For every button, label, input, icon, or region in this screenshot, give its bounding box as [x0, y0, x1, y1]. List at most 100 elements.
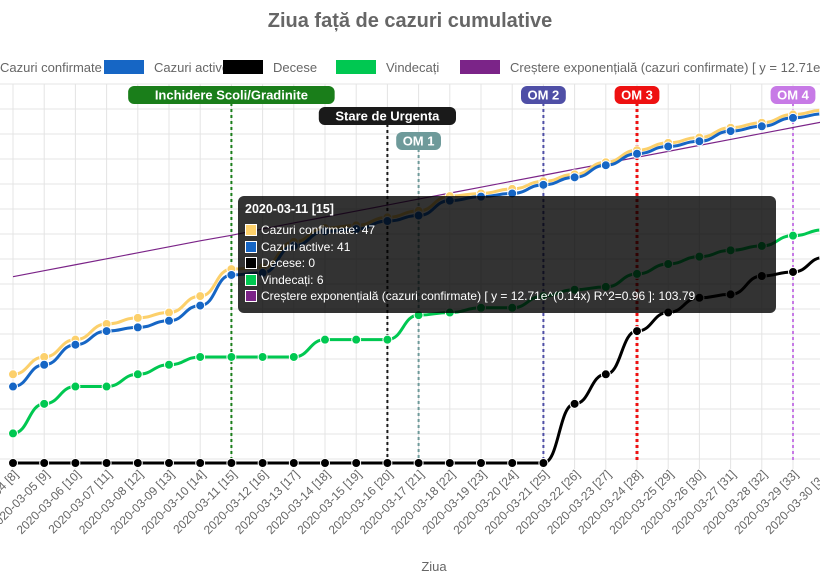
legend-swatch — [104, 60, 144, 74]
series-point — [476, 458, 486, 468]
annotation-label: OM 2 — [528, 88, 560, 103]
tooltip-text-active: Cazuri active: 41 — [261, 239, 351, 254]
annotation-label: OM 4 — [777, 88, 810, 103]
series-point — [569, 398, 580, 409]
legend-swatch — [223, 60, 263, 74]
tooltip-row-recovered: Vindecați: 6 — [245, 272, 769, 289]
tooltip-title: 2020-03-11 [15] — [245, 202, 334, 216]
tooltip-row-deaths: Decese: 0 — [245, 255, 769, 272]
series-point — [788, 112, 798, 123]
series-point — [70, 339, 81, 350]
series-point — [257, 458, 268, 468]
series-point — [600, 160, 611, 171]
tooltip-swatch-active — [245, 240, 257, 253]
legend: Cazuri confirmate Cazuri active Decese Vind… — [0, 60, 820, 75]
series-point — [39, 458, 50, 468]
series-point — [226, 269, 237, 280]
series-point — [351, 458, 362, 468]
series-point — [101, 458, 112, 468]
series-point — [756, 121, 767, 132]
series-point — [132, 369, 143, 380]
series-point — [39, 359, 50, 370]
series-point — [538, 458, 549, 468]
series-point — [694, 136, 705, 147]
tooltip-swatch-deaths — [245, 257, 257, 270]
annotation-badge — [614, 86, 660, 104]
annotation-badge — [770, 86, 816, 104]
legend-label: Vindecați — [386, 60, 439, 75]
legend-swatch — [460, 60, 500, 74]
series-point — [351, 334, 362, 345]
series-point — [600, 369, 611, 380]
series-point — [8, 428, 18, 439]
series-point — [132, 312, 143, 323]
annotation-badge — [396, 132, 441, 150]
tooltip-text-deaths: Decese: 0 — [261, 256, 316, 271]
tooltip-row-active: Cazuri active: 41 — [245, 239, 769, 256]
annotation-labels: Inchidere Scoli/Gradinite Stare de Urgent… — [128, 86, 816, 150]
tooltip-swatch-recovered — [245, 273, 257, 286]
series-point — [788, 266, 798, 277]
series-point — [39, 398, 50, 409]
chart-title: Ziua față de cazuri cumulative — [267, 10, 553, 32]
legend-label: Creștere exponențială (cazuri confirmate… — [510, 60, 820, 75]
series-point — [195, 458, 206, 468]
tooltip-swatch-exponential — [245, 290, 257, 303]
series-point — [257, 351, 268, 362]
series-point — [569, 172, 580, 183]
tooltip-text-recovered: Vindecați: 6 — [261, 272, 324, 287]
series-point — [632, 326, 642, 337]
series-point — [226, 458, 237, 468]
series-point — [164, 458, 174, 468]
annotation-label: OM 3 — [621, 88, 653, 103]
chart-tooltip: 2020-03-11 [15] Cazuri confirmate: 47 Ca… — [238, 196, 776, 313]
series-point — [195, 300, 206, 311]
series-point — [164, 307, 174, 318]
series-point — [195, 351, 206, 362]
series-point — [413, 458, 424, 468]
annotation-label: Inchidere Scoli/Gradinite — [155, 88, 308, 103]
series-point — [164, 315, 174, 326]
series-point — [101, 326, 112, 337]
annotation-badge — [318, 107, 456, 125]
series-point — [226, 351, 237, 362]
annotation-label: OM 1 — [403, 134, 435, 149]
tooltip-text-confirmed: Cazuri confirmate: 47 — [261, 223, 376, 238]
series-point — [632, 148, 642, 159]
series-point — [320, 334, 330, 345]
series-point — [663, 141, 674, 152]
series-point — [164, 359, 174, 370]
series-point — [101, 381, 112, 392]
series-point — [70, 381, 81, 392]
series-point — [288, 351, 299, 362]
legend-label: Cazuri active — [154, 60, 229, 75]
legend-label: Cazuri confirmate — [0, 60, 102, 75]
series-point — [70, 458, 81, 468]
series-point — [320, 458, 330, 468]
series-point — [788, 230, 798, 241]
series-point — [382, 458, 393, 468]
legend-label: Decese — [273, 60, 317, 75]
tooltip-row-confirmed: Cazuri confirmate: 47 — [245, 222, 769, 239]
x-axis-ticks: 2020-03-04 [8]2020-03-05 [9]2020-03-06 [… — [0, 467, 820, 537]
tooltip-text-exponential: Creștere exponențială (cazuri confirmate… — [261, 289, 696, 304]
series-point — [382, 334, 393, 345]
series-point — [8, 369, 18, 380]
series-point — [507, 458, 518, 468]
series-point — [132, 458, 143, 468]
annotation-label: Stare de Urgenta — [335, 109, 440, 124]
series-point — [444, 458, 455, 468]
series-point — [8, 381, 18, 392]
series-point — [8, 458, 18, 468]
x-axis-title: Ziua — [421, 559, 447, 574]
annotation-badge — [128, 86, 335, 104]
legend-swatch — [336, 60, 376, 74]
annotation-badge — [521, 86, 566, 104]
series-point — [288, 458, 299, 468]
tooltip-row-exponential: Creștere exponențială (cazuri confirmate… — [245, 288, 769, 305]
series-point — [132, 322, 143, 333]
series-point — [725, 126, 736, 137]
tooltip-swatch-confirmed — [245, 224, 257, 237]
series-point — [195, 291, 206, 302]
